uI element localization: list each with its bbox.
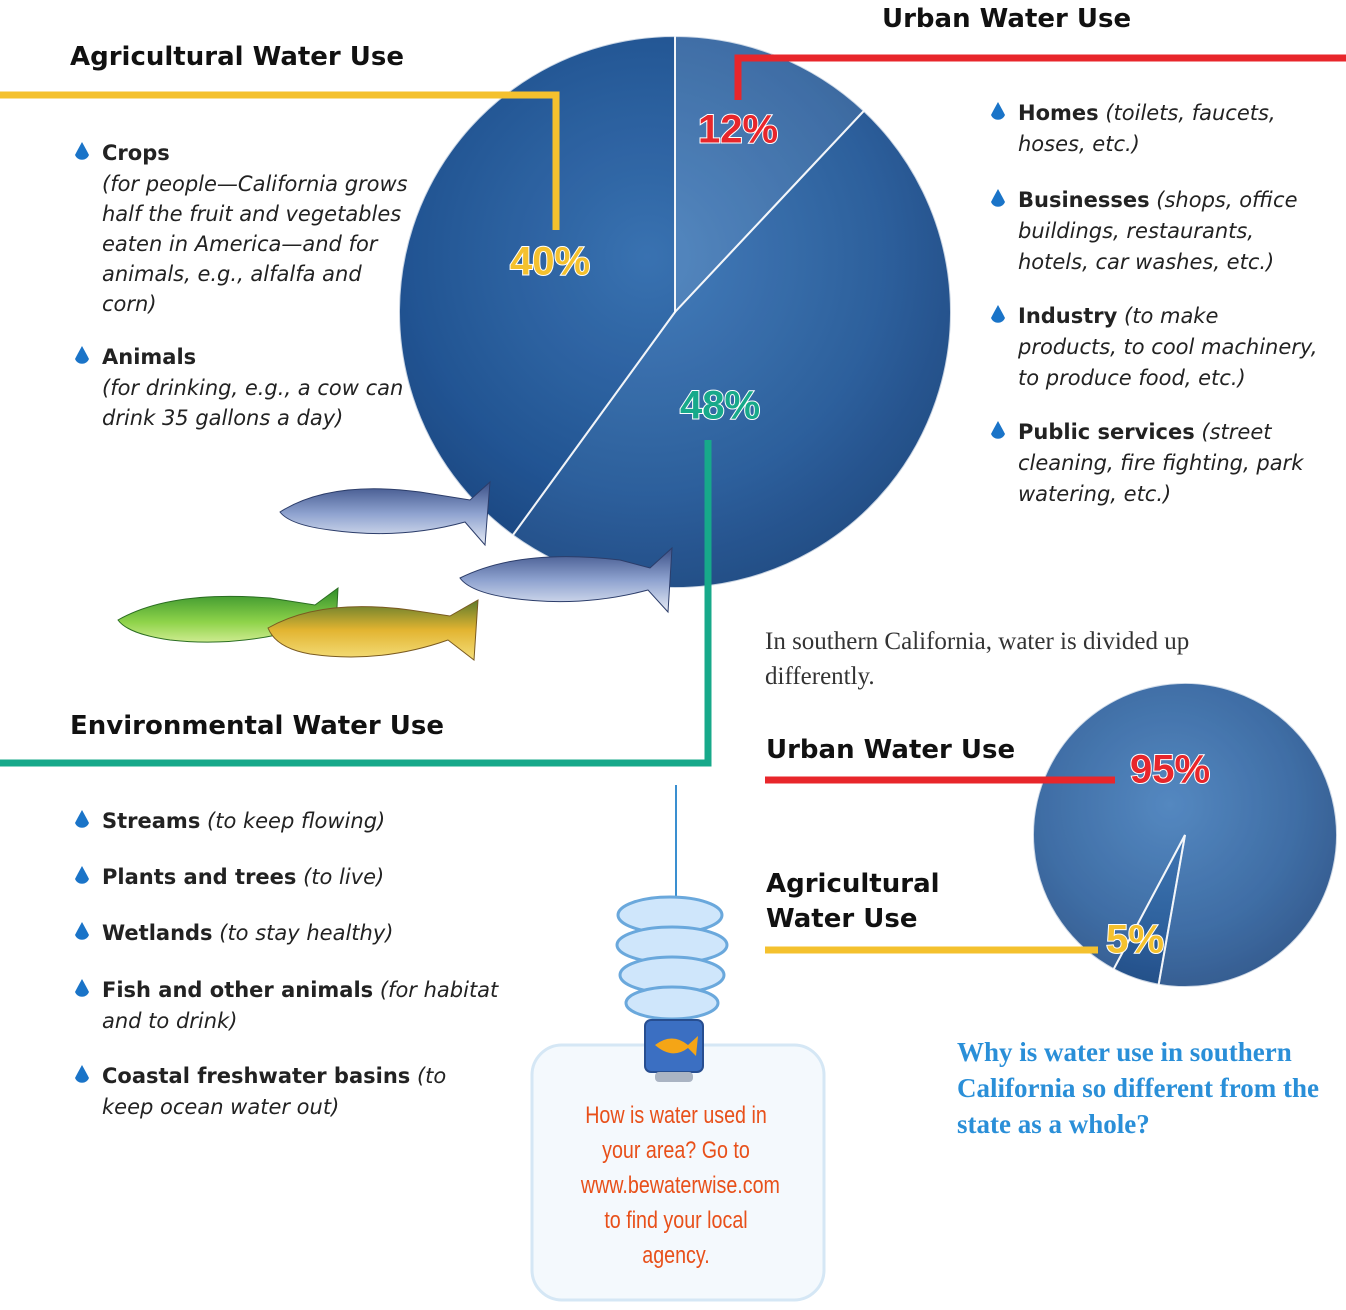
bullet-drop — [990, 421, 1006, 443]
list-item: Fish and other animals (for habitat and … — [102, 975, 502, 1037]
item-note: (to keep flowing) — [207, 809, 385, 833]
bullet-drop — [74, 922, 90, 944]
value-label: 40% — [510, 240, 590, 284]
heading: Agricultural Water Use — [766, 867, 966, 937]
list-item: Industry (to make products, to cool mach… — [1018, 301, 1318, 394]
question: Why is water use in southern California … — [957, 1034, 1342, 1142]
item-note: (for drinking, e.g., a cow can drink 35 … — [102, 373, 417, 433]
list-item: Crops(for people—California grows half t… — [102, 138, 417, 319]
bullet-drop — [74, 810, 90, 832]
page: 12% 48% 40% 95% 5% Agricultural Water Use Ur… — [0, 0, 1346, 1310]
value-label: 12% — [698, 108, 778, 152]
list-item: Streams (to keep flowing) — [102, 806, 502, 837]
bullet-drop — [74, 866, 90, 888]
item-note: (for people—California grows half the fr… — [102, 169, 417, 319]
item-name: Fish and other animals — [102, 978, 373, 1002]
heading: Environmental Water Use — [70, 711, 444, 741]
heading: Urban Water Use — [766, 735, 1015, 765]
item-name: Streams — [102, 809, 200, 833]
bullet-drop — [74, 979, 90, 1001]
list-item: Businesses (shops, office buildings, res… — [1018, 185, 1318, 278]
list-item: Public services (street cleaning, fire f… — [1018, 417, 1318, 510]
intro-text: In southern California, water is divided… — [765, 624, 1265, 694]
bullet-drop — [990, 189, 1006, 211]
item-name: Homes — [1018, 101, 1099, 125]
bullet-drop — [74, 1065, 90, 1087]
bullet-drop — [74, 142, 90, 164]
bullet-drop — [990, 305, 1006, 327]
bullet-drop — [74, 346, 90, 368]
item-name: Crops — [102, 138, 417, 169]
value-label: 48% — [680, 384, 760, 428]
item-name: Animals — [102, 342, 417, 373]
list-item: Animals(for drinking, e.g., a cow can dr… — [102, 342, 417, 433]
item-name: Plants and trees — [102, 865, 296, 889]
item-name: Coastal freshwater basins — [102, 1064, 410, 1088]
value-label: 5% — [1106, 918, 1164, 962]
bulb-text: How is water used in your area? Go to ww… — [581, 1098, 771, 1273]
item-name: Industry — [1018, 304, 1117, 328]
item-name: Wetlands — [102, 921, 213, 945]
item-note: (to stay healthy) — [219, 921, 393, 945]
value-label: 95% — [1130, 748, 1210, 792]
bullet-drop — [990, 102, 1006, 124]
list-item: Coastal freshwater basins (to keep ocean… — [102, 1061, 502, 1123]
heading: Agricultural Water Use — [70, 42, 404, 72]
list-item: Homes (toilets, faucets, hoses, etc.) — [1018, 98, 1318, 160]
item-note: (to live) — [303, 865, 384, 889]
list-item: Wetlands (to stay healthy) — [102, 918, 502, 949]
list-item: Plants and trees (to live) — [102, 862, 502, 893]
item-name: Public services — [1018, 420, 1195, 444]
item-name: Businesses — [1018, 188, 1150, 212]
heading: Urban Water Use — [882, 4, 1131, 34]
